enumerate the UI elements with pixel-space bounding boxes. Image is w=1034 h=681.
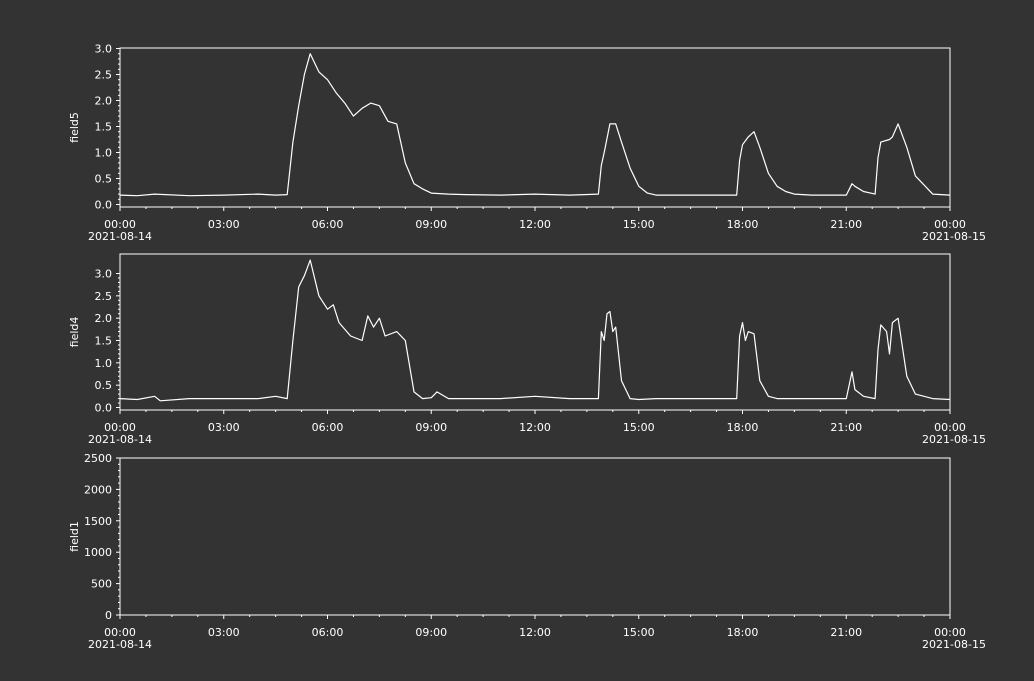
x-tick-label: 09:00 xyxy=(415,626,447,639)
plot-area-frame xyxy=(119,47,951,208)
y-tick-label: 2000 xyxy=(84,483,112,496)
x-tick-label: 18:00 xyxy=(727,218,759,231)
y-axis-label: field5 xyxy=(68,112,81,143)
series-line-field4 xyxy=(119,259,951,402)
chart-panel-field1: 0 500 1000 1500 2000 2500 field1 00:00 03:00 06:0… xyxy=(68,452,986,651)
x-tick-label: 03:00 xyxy=(208,218,240,231)
chart-panel-field4: 0.0 0.5 1.0 1.5 2.0 2.5 3.0 field4 00:00 03:00 06:… xyxy=(68,253,986,446)
x-date-label-end: 2021-08-15 xyxy=(922,433,986,446)
y-tick-label: 2.0 xyxy=(95,312,113,325)
x-tick-label: 18:00 xyxy=(727,421,759,434)
x-tick-label: 21:00 xyxy=(830,626,862,639)
y-tick-label: 0.5 xyxy=(95,173,113,186)
y-tick-label: 0 xyxy=(105,609,112,622)
x-tick-label: 00:00 xyxy=(934,421,966,434)
x-tick-label: 03:00 xyxy=(208,421,240,434)
x-tick-label: 06:00 xyxy=(312,218,344,231)
x-tick-label: 15:00 xyxy=(623,218,655,231)
x-date-label-end: 2021-08-15 xyxy=(922,638,986,651)
y-tick-label: 0.5 xyxy=(95,379,113,392)
y-tick-label: 1.5 xyxy=(95,121,113,134)
x-tick-label: 09:00 xyxy=(415,218,447,231)
y-tick-label: 2.5 xyxy=(95,69,113,82)
x-tick-label: 12:00 xyxy=(519,626,551,639)
y-tick-label: 500 xyxy=(91,578,112,591)
series-line-field5 xyxy=(119,53,951,197)
x-tick-label: 09:00 xyxy=(415,421,447,434)
y-tick-label: 2.0 xyxy=(95,95,113,108)
x-date-label-start: 2021-08-14 xyxy=(88,230,152,243)
y-tick-label: 0.0 xyxy=(95,199,113,212)
y-tick-label: 1.5 xyxy=(95,335,113,348)
y-tick-label: 2.5 xyxy=(95,290,113,303)
x-tick-label: 00:00 xyxy=(934,218,966,231)
x-tick-label: 00:00 xyxy=(934,626,966,639)
x-tick-label: 06:00 xyxy=(312,421,344,434)
x-tick-label: 12:00 xyxy=(519,218,551,231)
plot-area-frame xyxy=(119,457,951,616)
plot-area-frame xyxy=(119,253,951,411)
x-tick-label: 00:00 xyxy=(104,218,136,231)
y-axis-label: field4 xyxy=(68,317,81,348)
x-date-label-end: 2021-08-15 xyxy=(922,230,986,243)
x-tick-label: 21:00 xyxy=(830,421,862,434)
y-tick-label: 3.0 xyxy=(95,268,113,281)
y-tick-label: 1500 xyxy=(84,515,112,528)
y-tick-label: 1000 xyxy=(84,546,112,559)
y-tick-label: 1.0 xyxy=(95,147,113,160)
x-tick-label: 18:00 xyxy=(727,626,759,639)
x-tick-label: 12:00 xyxy=(519,421,551,434)
chart-panel-field5: 0.0 0.5 1.0 1.5 2.0 2.5 3.0 field5 00:00 03:00 06:… xyxy=(68,43,986,244)
y-axis-label: field1 xyxy=(68,521,81,552)
x-tick-label: 00:00 xyxy=(104,421,136,434)
x-tick-label: 15:00 xyxy=(623,421,655,434)
x-date-label-start: 2021-08-14 xyxy=(88,638,152,651)
x-tick-label: 00:00 xyxy=(104,626,136,639)
x-tick-label: 03:00 xyxy=(208,626,240,639)
y-tick-label: 3.0 xyxy=(95,43,113,56)
y-tick-label: 2500 xyxy=(84,452,112,465)
x-tick-label: 21:00 xyxy=(830,218,862,231)
x-tick-label: 15:00 xyxy=(623,626,655,639)
x-tick-label: 06:00 xyxy=(312,626,344,639)
y-tick-label: 0.0 xyxy=(95,402,113,415)
y-tick-label: 1.0 xyxy=(95,357,113,370)
x-date-label-start: 2021-08-14 xyxy=(88,433,152,446)
